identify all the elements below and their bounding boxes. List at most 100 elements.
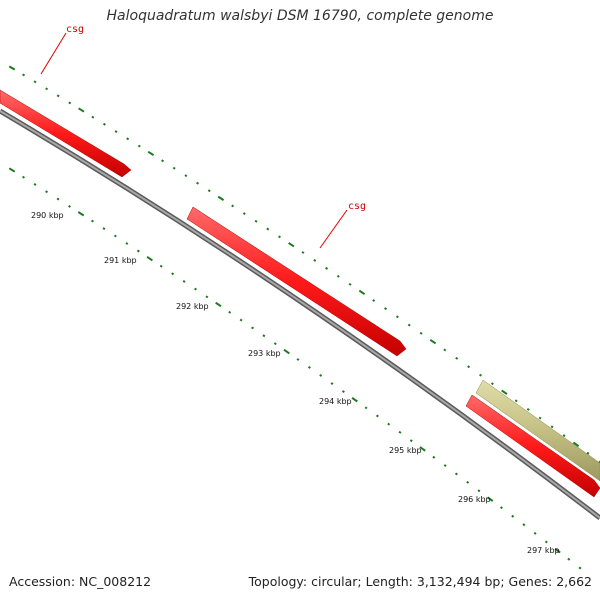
minor-tick	[454, 472, 458, 476]
minor-tick	[91, 115, 95, 119]
minor-tick	[266, 227, 270, 231]
minor-tick	[22, 175, 25, 179]
scale-label: 296 kbp	[458, 495, 491, 504]
minor-tick	[330, 382, 334, 385]
gene-label: csg	[66, 24, 84, 35]
minor-tick	[137, 144, 141, 148]
minor-tick	[526, 407, 530, 411]
minor-tick	[56, 94, 60, 98]
minor-tick	[490, 382, 494, 386]
minor-tick	[336, 274, 340, 278]
minor-tick	[586, 451, 590, 455]
gene-label-leader	[319, 209, 348, 249]
major-tick	[146, 255, 153, 262]
minor-tick	[395, 315, 399, 319]
minor-tick	[407, 323, 411, 327]
major-tick	[572, 441, 580, 448]
minor-tick	[544, 540, 548, 544]
minor-tick	[467, 365, 471, 369]
minor-tick	[598, 460, 600, 464]
major-tick	[288, 242, 295, 248]
minor-tick	[172, 166, 176, 170]
minor-tick	[479, 373, 482, 377]
minor-tick	[409, 439, 413, 443]
minor-tick	[307, 365, 311, 369]
minor-tick	[239, 318, 243, 322]
gene-label-leader	[40, 32, 67, 75]
minor-tick	[562, 434, 566, 437]
minor-tick	[251, 326, 254, 330]
major-tick	[429, 338, 437, 345]
minor-tick	[182, 279, 186, 283]
tick-track-inner	[8, 167, 582, 570]
minor-tick	[514, 399, 518, 403]
major-tick	[215, 301, 222, 308]
minor-tick	[372, 299, 376, 302]
minor-tick	[171, 272, 175, 276]
minor-tick	[194, 287, 197, 291]
minor-tick	[301, 251, 305, 254]
minor-tick	[68, 204, 71, 208]
tick-track-outer	[8, 65, 600, 464]
major-tick	[147, 150, 155, 157]
feature-block[interactable]	[475, 379, 600, 482]
minor-tick	[499, 506, 503, 510]
genome-stats-text: Topology: circular; Length: 3,132,494 bp…	[248, 574, 592, 589]
minor-tick	[33, 183, 37, 186]
gene-arrow[interactable]	[0, 89, 132, 178]
minor-tick	[375, 414, 379, 418]
minor-tick	[228, 310, 232, 314]
gene-arrow[interactable]	[186, 206, 407, 357]
minor-tick	[231, 204, 235, 208]
major-tick	[217, 195, 225, 201]
minor-tick	[419, 331, 423, 335]
minor-tick	[68, 101, 72, 105]
minor-tick	[432, 455, 436, 459]
gene-label: csg	[348, 201, 366, 212]
major-tick	[487, 496, 494, 502]
major-tick	[351, 396, 358, 403]
minor-tick	[466, 480, 470, 484]
major-tick	[8, 65, 16, 71]
minor-tick	[196, 181, 200, 185]
minor-tick	[114, 130, 118, 133]
major-tick	[77, 211, 85, 217]
scale-label: 291 kbp	[104, 256, 137, 265]
gene-arrow[interactable]	[465, 394, 600, 498]
minor-tick	[205, 295, 209, 299]
scale-label: 295 kbp	[389, 446, 422, 455]
minor-tick	[296, 358, 300, 361]
minor-tick	[398, 430, 402, 434]
minor-tick	[533, 531, 537, 535]
minor-tick	[113, 234, 117, 238]
minor-tick	[91, 219, 94, 223]
minor-tick	[364, 406, 368, 410]
minor-tick	[102, 122, 106, 126]
map-title: Haloquadratum walsbyi DSM 16790, complet…	[106, 8, 494, 24]
minor-tick	[242, 212, 246, 216]
major-tick	[501, 389, 508, 395]
major-tick	[8, 167, 16, 173]
scale-label: 294 kbp	[319, 397, 352, 406]
minor-tick	[387, 422, 391, 426]
minor-tick	[136, 249, 140, 253]
scale-label: 293 kbp	[248, 349, 281, 358]
minor-tick	[443, 348, 447, 352]
minor-tick	[538, 416, 542, 420]
minor-tick	[477, 489, 481, 493]
scale-label: 290 kbp	[31, 211, 64, 220]
minor-tick	[341, 390, 345, 394]
major-tick	[78, 107, 85, 113]
minor-tick	[262, 334, 266, 338]
genome-backbone-highlight	[0, 110, 600, 519]
minor-tick	[578, 566, 582, 570]
major-tick	[419, 446, 426, 452]
minor-tick	[207, 189, 211, 193]
accession-text: Accession: NC_008212	[9, 574, 152, 589]
minor-tick	[319, 373, 323, 377]
minor-tick	[33, 80, 37, 84]
minor-tick	[254, 219, 258, 223]
minor-tick	[102, 227, 106, 231]
genome-backbone	[0, 108, 600, 520]
